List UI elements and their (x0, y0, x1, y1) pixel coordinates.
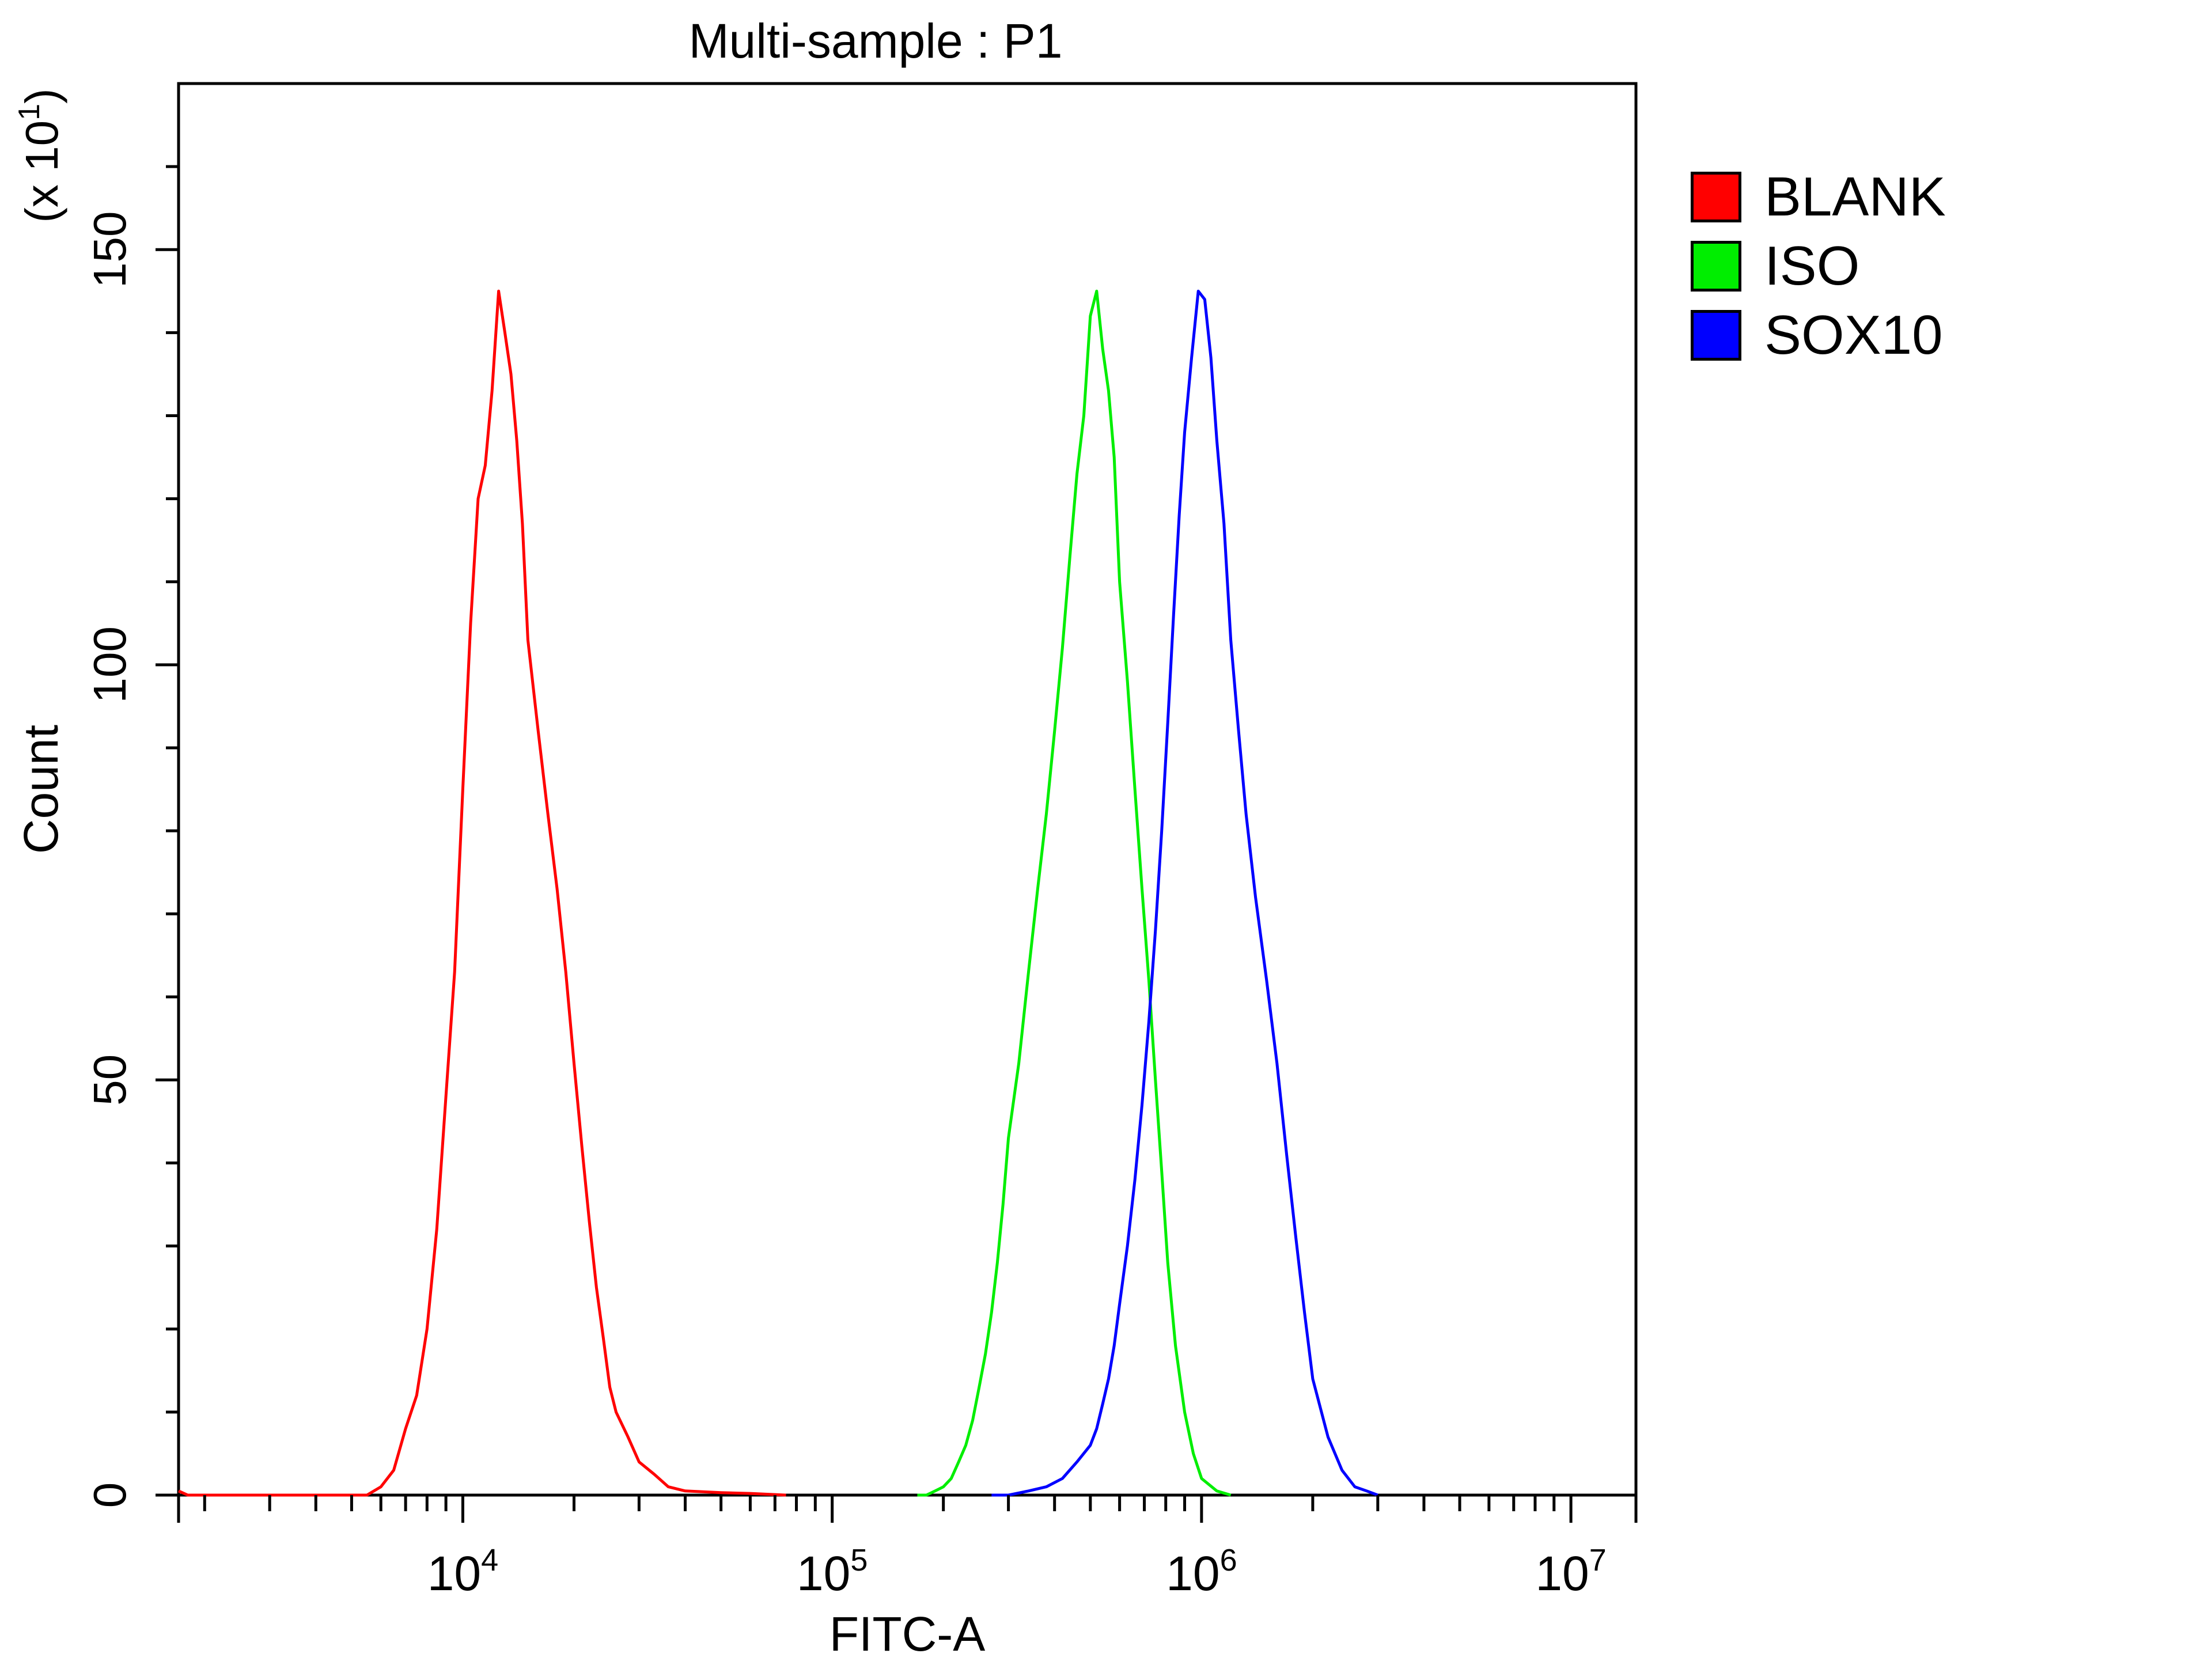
legend-label-blank: BLANK (1764, 166, 1946, 228)
legend-swatch-sox10 (1691, 310, 1741, 361)
legend-swatch-iso (1691, 241, 1741, 292)
y-axis-label: Count (14, 725, 68, 854)
series-line-sox10 (991, 289, 1378, 1497)
y-axis: 0 50 100 150 (84, 165, 179, 1508)
series-line-iso (917, 289, 1232, 1497)
plot-frame (177, 82, 1638, 1497)
series-layer (177, 289, 1378, 1497)
x-axis-label: FITC-A (830, 1607, 986, 1657)
x-tick-label: 106 (1166, 1543, 1237, 1601)
y-multiplier-label: (x 101) (13, 88, 67, 222)
series-line-blank (177, 289, 786, 1497)
legend-label-iso: ISO (1764, 235, 1860, 297)
legend-label-sox10: SOX10 (1764, 304, 1943, 366)
chart-title: Multi-sample : P1 (689, 14, 1063, 68)
x-tick-label: 107 (1535, 1543, 1606, 1601)
y-tick-label: 0 (84, 1482, 135, 1508)
x-tick-label: 104 (427, 1543, 498, 1601)
y-tick-label: 50 (84, 1054, 135, 1106)
x-tick-label: 105 (797, 1543, 868, 1601)
x-axis: 104 105 106 107 (177, 1495, 1638, 1601)
y-tick-label: 150 (84, 211, 135, 287)
y-tick-label: 100 (84, 626, 135, 703)
legend-swatch-blank (1691, 172, 1741, 222)
